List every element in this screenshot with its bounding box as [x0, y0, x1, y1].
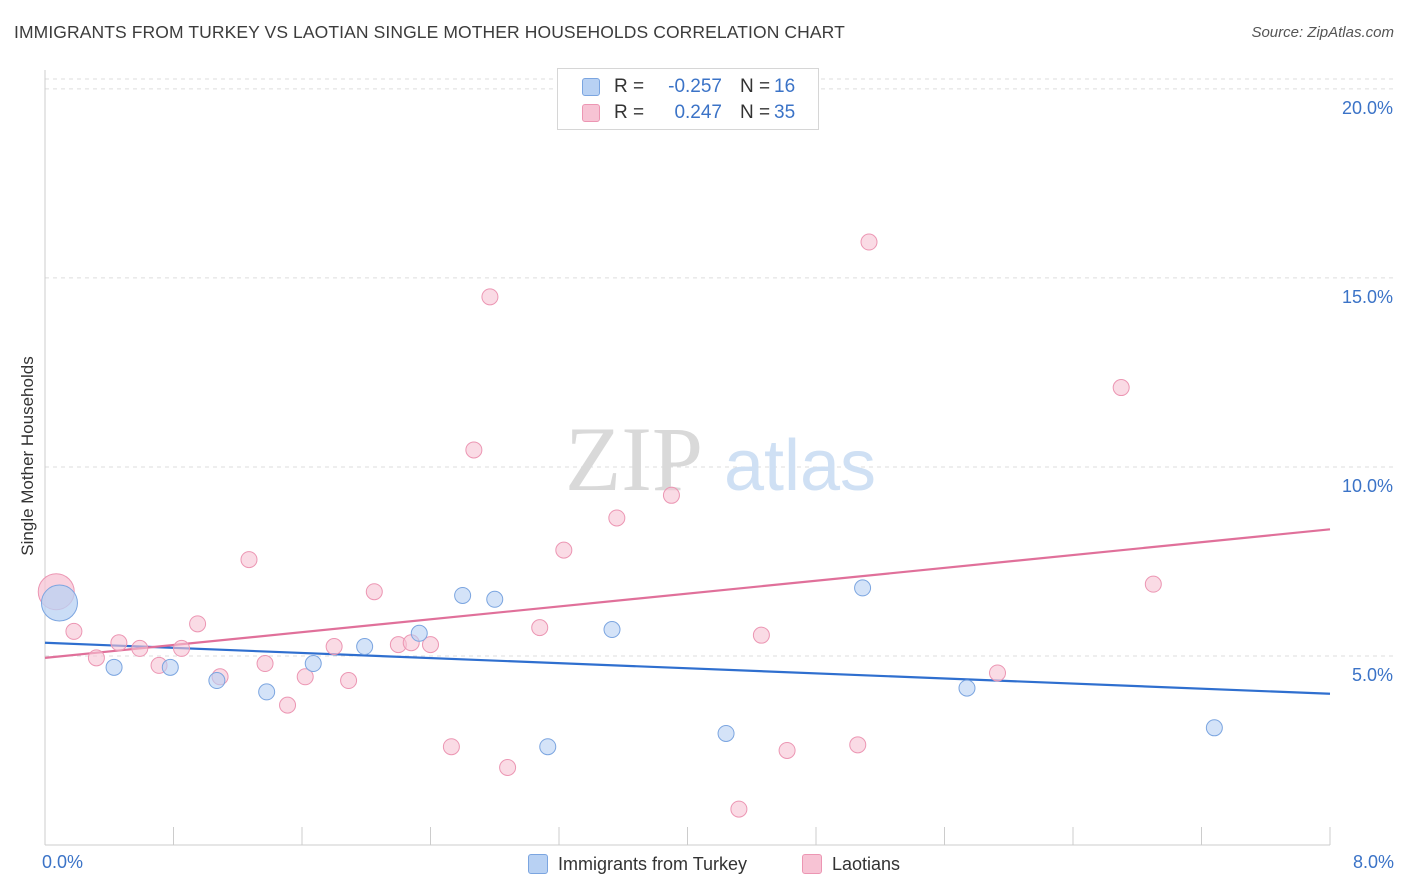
point-laotians [131, 639, 149, 657]
point-laotians [365, 583, 383, 601]
legend-r-value: 0.247 [674, 102, 722, 123]
watermark-atlas: atlas [724, 426, 876, 506]
point-laotians [296, 668, 314, 686]
watermark-zip: ZIP [565, 408, 703, 510]
legend-n-label: N = [740, 102, 771, 123]
point-laotians [1112, 379, 1130, 397]
bottom-legend-turkey: Immigrants from Turkey [528, 852, 747, 876]
legend-n-value: 35 [774, 102, 796, 123]
point-laotians [608, 509, 626, 527]
point-turkey [105, 658, 123, 676]
source-label: Source: ZipAtlas.com [1251, 24, 1394, 41]
legend-n-value: 16 [774, 76, 796, 97]
y-tick-labels: 5.0% 10.0% 15.0% 20.0% [1342, 98, 1393, 685]
point-laotians [499, 759, 517, 776]
legend-row-laotians: R = 0.247 N = 35 [582, 101, 795, 125]
point-laotians [481, 288, 499, 306]
point-laotians [531, 619, 549, 637]
point-turkey [304, 655, 322, 673]
trend-line-laotians [44, 528, 1331, 659]
legend-r-label: R = [614, 76, 645, 97]
point-turkey [486, 590, 504, 608]
legend-r-label: R = [614, 102, 645, 123]
point-laotians [989, 664, 1007, 682]
point-laotians [240, 551, 258, 569]
gridlines [45, 78, 1393, 657]
correlation-legend: R = -0.257 N = 16 R = 0.247 N = 35 [557, 68, 819, 130]
point-turkey [454, 586, 472, 604]
y-axis-label: Single Mother Households [18, 356, 37, 556]
point-laotians [860, 233, 878, 251]
legend-n-label: N = [740, 76, 771, 97]
point-turkey [854, 579, 872, 597]
point-turkey [1205, 719, 1223, 737]
legend-row-turkey: R = -0.257 N = 16 [582, 75, 795, 99]
point-turkey [208, 672, 226, 690]
point-laotians [279, 696, 297, 714]
watermark: ZIP atlas [565, 408, 876, 510]
legend-swatch-blue [582, 78, 600, 96]
point-laotians [173, 639, 191, 657]
y-tick-label: 15.0% [1342, 287, 1393, 307]
legend-swatch-pink [582, 104, 600, 122]
legend-r-value: -0.257 [668, 76, 722, 97]
axes [44, 70, 1331, 846]
point-laotians [442, 738, 460, 756]
data-points [37, 233, 1223, 818]
bottom-legend-label: Laotians [832, 853, 901, 874]
point-turkey [356, 638, 374, 656]
point-laotians [778, 741, 796, 759]
y-tick-label: 10.0% [1342, 476, 1393, 496]
point-laotians [110, 634, 128, 652]
point-turkey [539, 738, 557, 756]
y-tick-label: 5.0% [1352, 665, 1393, 685]
point-laotians [256, 655, 274, 673]
point-turkey [40, 584, 78, 622]
point-laotians [65, 622, 83, 640]
bottom-legend-swatch-blue [528, 854, 548, 874]
point-turkey [161, 658, 179, 676]
point-laotians [730, 800, 748, 818]
point-turkey [258, 683, 276, 701]
point-laotians [1144, 575, 1162, 593]
point-laotians [752, 626, 770, 644]
x-tick-label-max: 8.0% [1352, 852, 1394, 872]
x-tick-label-min: 0.0% [42, 852, 84, 872]
point-laotians [340, 672, 358, 690]
point-turkey [603, 621, 621, 639]
point-laotians [465, 441, 483, 459]
point-laotians [849, 736, 867, 754]
point-turkey [717, 724, 735, 742]
point-laotians [662, 486, 680, 504]
point-laotians [189, 615, 207, 633]
y-tick-label: 20.0% [1342, 98, 1393, 118]
bottom-legend-swatch-pink [802, 854, 822, 874]
point-turkey [410, 624, 428, 642]
bottom-legend-laotians: Laotians [802, 852, 900, 876]
trend-line-turkey [44, 641, 1331, 695]
trend-lines [44, 528, 1331, 695]
chart-title: IMMIGRANTS FROM TURKEY VS LAOTIAN SINGLE… [14, 22, 845, 42]
point-laotians [87, 649, 105, 667]
point-turkey [958, 679, 976, 697]
point-laotians [555, 541, 573, 559]
point-laotians [325, 638, 343, 656]
point-laotians [422, 636, 439, 654]
bottom-legend-label: Immigrants from Turkey [558, 853, 748, 874]
